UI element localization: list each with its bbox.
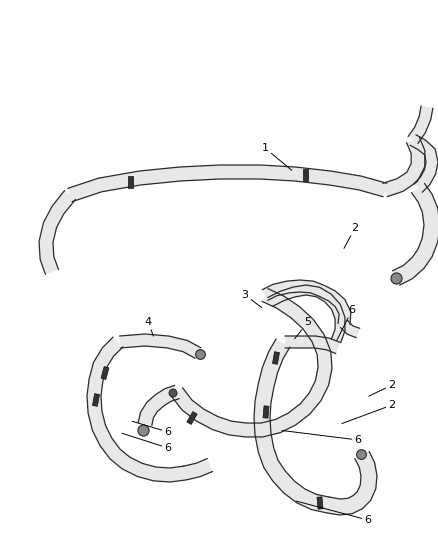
Bar: [127, 176, 133, 188]
Polygon shape: [268, 285, 345, 343]
Polygon shape: [138, 385, 179, 425]
Polygon shape: [184, 458, 213, 480]
Text: 2: 2: [342, 400, 396, 424]
Polygon shape: [254, 339, 330, 513]
Bar: [303, 169, 307, 181]
Text: 4: 4: [145, 317, 153, 336]
Polygon shape: [408, 106, 433, 143]
Polygon shape: [340, 320, 360, 338]
Bar: [187, 411, 197, 424]
Bar: [263, 406, 269, 418]
Polygon shape: [383, 138, 425, 197]
Polygon shape: [285, 336, 340, 353]
Polygon shape: [87, 337, 186, 482]
Bar: [92, 394, 99, 406]
Text: 3: 3: [241, 290, 261, 308]
Polygon shape: [39, 191, 75, 274]
Circle shape: [169, 389, 177, 397]
Polygon shape: [171, 289, 332, 437]
Text: 6: 6: [296, 501, 371, 525]
Polygon shape: [120, 334, 201, 358]
Text: 1: 1: [261, 143, 292, 171]
Text: 2: 2: [369, 380, 396, 396]
Polygon shape: [319, 286, 351, 325]
Polygon shape: [262, 280, 324, 301]
Bar: [272, 352, 279, 365]
Polygon shape: [392, 183, 438, 285]
Polygon shape: [327, 451, 377, 515]
Text: 5: 5: [295, 317, 311, 339]
Bar: [101, 367, 109, 379]
Text: 6: 6: [122, 433, 172, 453]
Bar: [317, 497, 323, 509]
Text: 2: 2: [344, 223, 359, 248]
Text: 6: 6: [132, 421, 172, 437]
Polygon shape: [410, 135, 438, 192]
Text: 6: 6: [282, 431, 361, 445]
Polygon shape: [68, 165, 387, 201]
Text: 6: 6: [337, 305, 356, 340]
